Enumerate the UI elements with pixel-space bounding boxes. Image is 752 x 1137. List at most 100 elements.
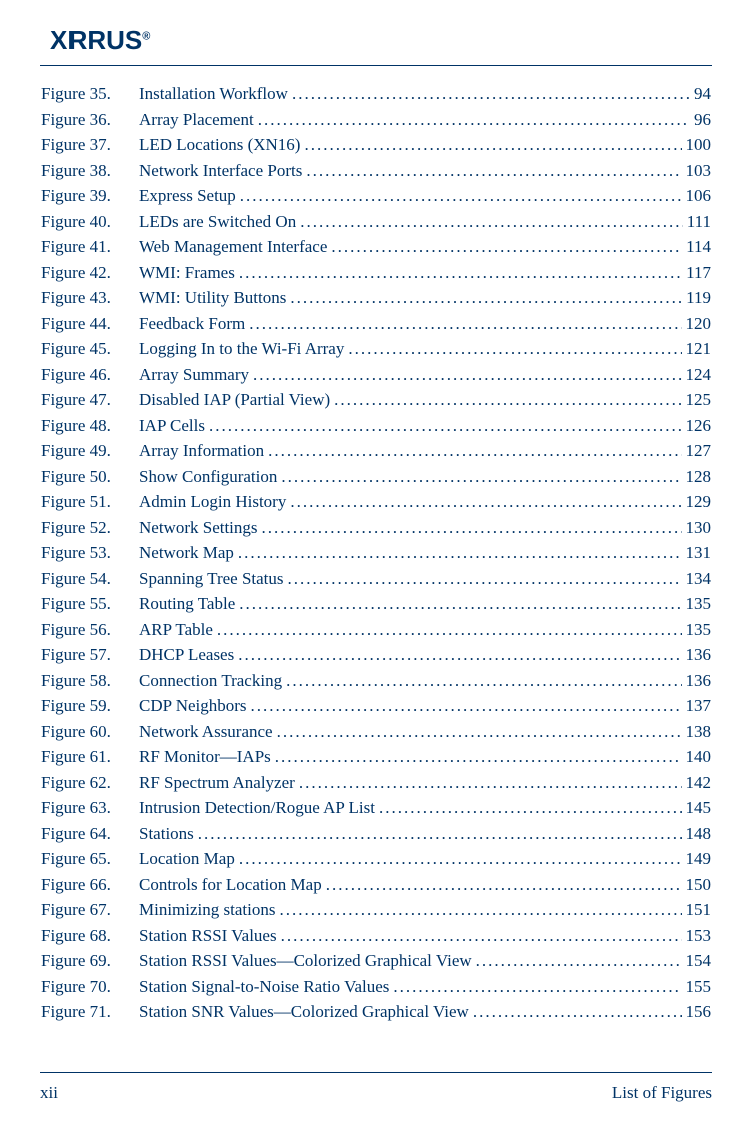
figure-page: 130 <box>686 515 712 541</box>
figure-entry[interactable]: Figure 70.Station Signal-to-Noise Ratio … <box>41 974 711 1000</box>
figure-entry[interactable]: Figure 63.Intrusion Detection/Rogue AP L… <box>41 795 711 821</box>
figure-title: LED Locations (XN16) <box>139 132 300 158</box>
figure-entry[interactable]: Figure 55.Routing Table135 <box>41 591 711 617</box>
figure-number: Figure 36. <box>41 107 139 133</box>
dot-leader <box>379 795 682 821</box>
figure-number: Figure 68. <box>41 923 139 949</box>
figure-entry[interactable]: Figure 62.RF Spectrum Analyzer142 <box>41 770 711 796</box>
figure-entry[interactable]: Figure 71.Station SNR Values—Colorized G… <box>41 999 711 1025</box>
figure-page: 120 <box>686 311 712 337</box>
figure-title: Stations <box>139 821 194 847</box>
figure-entry[interactable]: Figure 53.Network Map131 <box>41 540 711 566</box>
figure-entry[interactable]: Figure 35.Installation Workflow94 <box>41 81 711 107</box>
figure-number: Figure 46. <box>41 362 139 388</box>
dot-leader <box>275 744 682 770</box>
figure-page: 128 <box>686 464 712 490</box>
figure-number: Figure 61. <box>41 744 139 770</box>
figure-title: Express Setup <box>139 183 236 209</box>
figure-page: 131 <box>686 540 712 566</box>
figure-number: Figure 62. <box>41 770 139 796</box>
figure-page: 94 <box>694 81 711 107</box>
dot-leader <box>279 897 681 923</box>
figure-entry[interactable]: Figure 58.Connection Tracking136 <box>41 668 711 694</box>
figure-title: ARP Table <box>139 617 213 643</box>
figure-title: Location Map <box>139 846 235 872</box>
figure-number: Figure 56. <box>41 617 139 643</box>
figure-title: Controls for Location Map <box>139 872 322 898</box>
dot-leader <box>288 566 682 592</box>
dot-leader <box>262 515 682 541</box>
figure-entry[interactable]: Figure 66.Controls for Location Map150 <box>41 872 711 898</box>
figure-entry[interactable]: Figure 54.Spanning Tree Status134 <box>41 566 711 592</box>
figure-entry[interactable]: Figure 68.Station RSSI Values153 <box>41 923 711 949</box>
figure-page: 149 <box>686 846 712 872</box>
figure-entry[interactable]: Figure 48.IAP Cells126 <box>41 413 711 439</box>
figure-page: 154 <box>686 948 712 974</box>
figure-entry[interactable]: Figure 50.Show Configuration128 <box>41 464 711 490</box>
figure-page: 103 <box>686 158 712 184</box>
figure-number: Figure 69. <box>41 948 139 974</box>
dot-leader <box>286 668 681 694</box>
figure-entry[interactable]: Figure 52.Network Settings130 <box>41 515 711 541</box>
dot-leader <box>268 438 681 464</box>
figure-page: 126 <box>686 413 712 439</box>
figure-entry[interactable]: Figure 61.RF Monitor—IAPs140 <box>41 744 711 770</box>
figure-title: DHCP Leases <box>139 642 234 668</box>
figure-title: Spanning Tree Status <box>139 566 284 592</box>
figure-entry[interactable]: Figure 64.Stations148 <box>41 821 711 847</box>
dot-leader <box>239 846 682 872</box>
figure-entry[interactable]: Figure 59.CDP Neighbors137 <box>41 693 711 719</box>
figure-page: 145 <box>686 795 712 821</box>
dot-leader <box>334 387 681 413</box>
figure-number: Figure 52. <box>41 515 139 541</box>
figure-entry[interactable]: Figure 51.Admin Login History129 <box>41 489 711 515</box>
figure-entry[interactable]: Figure 67.Minimizing stations151 <box>41 897 711 923</box>
figure-entry[interactable]: Figure 49.Array Information127 <box>41 438 711 464</box>
dot-leader <box>253 362 681 388</box>
figure-title: RF Spectrum Analyzer <box>139 770 295 796</box>
figure-number: Figure 39. <box>41 183 139 209</box>
dot-leader <box>258 107 690 133</box>
figure-title: Array Placement <box>139 107 254 133</box>
dot-leader <box>306 158 681 184</box>
figure-page: 153 <box>686 923 712 949</box>
figure-entry[interactable]: Figure 69.Station RSSI Values—Colorized … <box>41 948 711 974</box>
figure-entry[interactable]: Figure 39.Express Setup 106 <box>41 183 711 209</box>
dot-leader <box>281 923 682 949</box>
brand-logo: XIRRUS® <box>50 25 712 56</box>
figure-entry[interactable]: Figure 38.Network Interface Ports103 <box>41 158 711 184</box>
figure-entry[interactable]: Figure 46.Array Summary124 <box>41 362 711 388</box>
figure-page: 151 <box>686 897 712 923</box>
figure-title: RF Monitor—IAPs <box>139 744 271 770</box>
figure-title: Routing Table <box>139 591 235 617</box>
figure-entry[interactable]: Figure 45.Logging In to the Wi-Fi Array1… <box>41 336 711 362</box>
figure-page: 137 <box>686 693 712 719</box>
figure-entry[interactable]: Figure 43.WMI: Utility Buttons119 <box>41 285 711 311</box>
figure-number: Figure 70. <box>41 974 139 1000</box>
figure-entry[interactable]: Figure 36.Array Placement96 <box>41 107 711 133</box>
figure-number: Figure 63. <box>41 795 139 821</box>
figure-entry[interactable]: Figure 41.Web Management Interface114 <box>41 234 711 260</box>
figure-entry[interactable]: Figure 47.Disabled IAP (Partial View)125 <box>41 387 711 413</box>
figure-title: LEDs are Switched On <box>139 209 296 235</box>
figure-entry[interactable]: Figure 57.DHCP Leases136 <box>41 642 711 668</box>
figure-entry[interactable]: Figure 42.WMI: Frames117 <box>41 260 711 286</box>
dot-leader <box>209 413 682 439</box>
figure-page: 129 <box>686 489 712 515</box>
figure-entry[interactable]: Figure 60.Network Assurance138 <box>41 719 711 745</box>
figure-entry[interactable]: Figure 65.Location Map 149 <box>41 846 711 872</box>
figure-number: Figure 44. <box>41 311 139 337</box>
section-title: List of Figures <box>612 1083 712 1103</box>
footer-rule <box>40 1072 712 1073</box>
figure-title: Intrusion Detection/Rogue AP List <box>139 795 375 821</box>
figure-entry[interactable]: Figure 37.LED Locations (XN16)100 <box>41 132 711 158</box>
figure-number: Figure 54. <box>41 566 139 592</box>
figure-page: 106 <box>686 183 712 209</box>
figure-number: Figure 67. <box>41 897 139 923</box>
figure-entry[interactable]: Figure 56.ARP Table135 <box>41 617 711 643</box>
figure-number: Figure 65. <box>41 846 139 872</box>
figure-entry[interactable]: Figure 44.Feedback Form120 <box>41 311 711 337</box>
figure-title: Network Map <box>139 540 234 566</box>
figure-title: Installation Workflow <box>139 81 288 107</box>
figure-entry[interactable]: Figure 40.LEDs are Switched On111 <box>41 209 711 235</box>
